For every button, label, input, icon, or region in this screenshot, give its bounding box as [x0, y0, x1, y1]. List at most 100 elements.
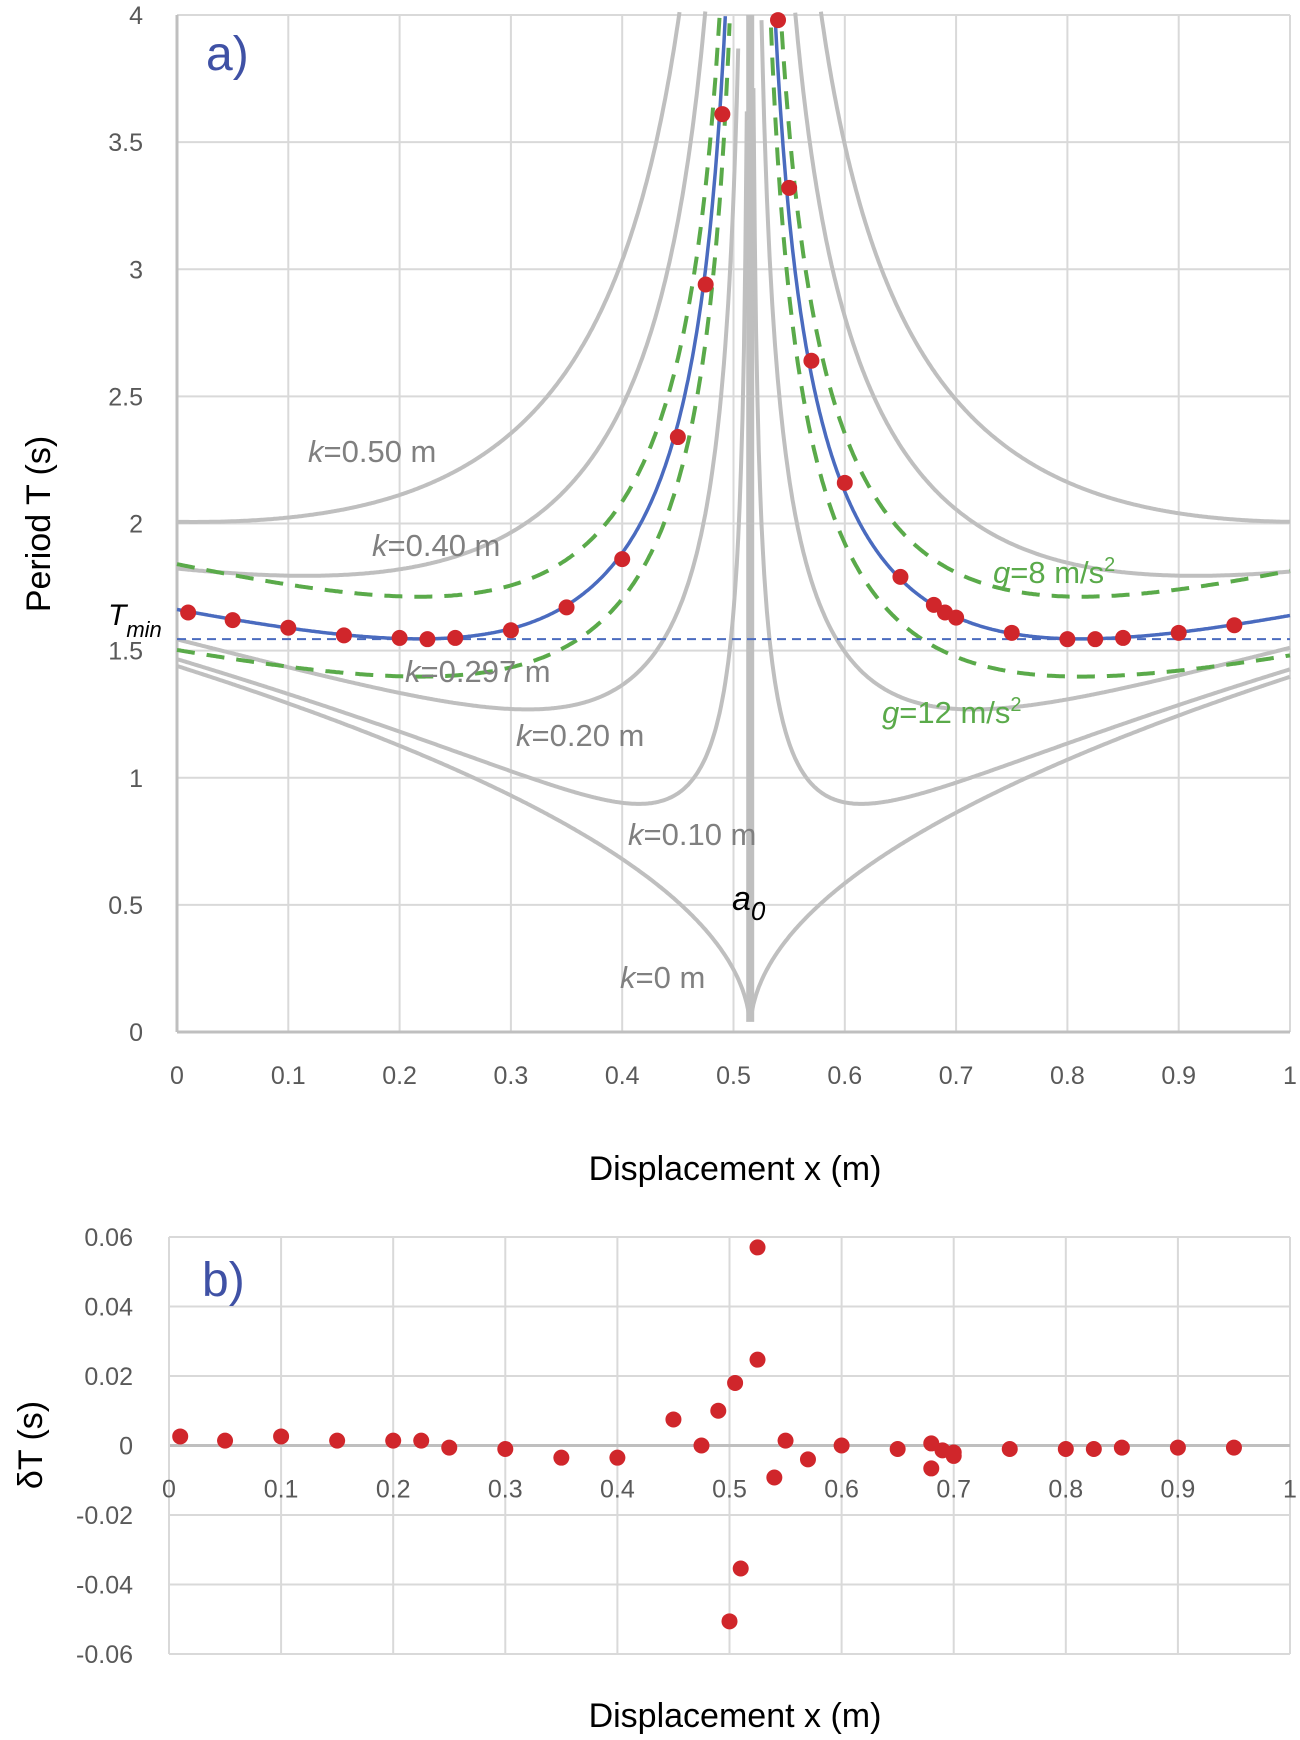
label-k-0.40: k=0.40 m [372, 528, 500, 563]
y-tick-label: -0.06 [76, 1641, 133, 1669]
data-point [727, 1374, 744, 1391]
data-point [558, 599, 575, 616]
data-point [419, 631, 436, 648]
x-tick-label: 0.2 [376, 1476, 411, 1504]
panel-a-x-axis-title: Displacement x (m) [589, 1150, 882, 1188]
data-point [1225, 1439, 1242, 1456]
data-point [172, 1428, 189, 1445]
y-tick-label: 0 [129, 1019, 143, 1047]
y-tick-label: 4 [129, 2, 143, 30]
data-point [391, 629, 408, 646]
tmin-label: Tmin [108, 599, 162, 642]
x-tick-label: 0.4 [600, 1476, 635, 1504]
label-k-fit: k=0.297 m [405, 654, 551, 689]
data-point [329, 1432, 346, 1449]
panel-a-y-axis-title: Period T (s) [20, 436, 58, 612]
data-point [693, 1437, 710, 1454]
data-point [749, 1351, 766, 1368]
data-point [833, 1437, 850, 1454]
data-point [1113, 1439, 1130, 1456]
data-point [217, 1432, 234, 1449]
data-point [497, 1440, 514, 1457]
data-point [799, 1451, 816, 1468]
y-tick-label: 1.5 [108, 638, 143, 666]
x-tick-label: 0.8 [1048, 1476, 1083, 1504]
y-tick-label: -0.04 [76, 1572, 133, 1600]
data-point [669, 429, 686, 446]
data-point [770, 12, 787, 29]
data-point [609, 1449, 626, 1466]
data-point [732, 1560, 749, 1577]
y-tick-label: 2 [129, 511, 143, 539]
data-point [1001, 1440, 1018, 1457]
panel-a-points [180, 12, 1243, 648]
x-tick-label: 0.4 [605, 1062, 640, 1090]
x-tick-label: 0.7 [939, 1062, 974, 1090]
data-point [553, 1449, 570, 1466]
data-point [1085, 1440, 1102, 1457]
data-point [180, 604, 197, 621]
data-point [224, 612, 241, 629]
k-curve-0_5 [176, 11, 1290, 524]
data-point [413, 1432, 430, 1449]
data-point [766, 1469, 783, 1486]
data-point [335, 627, 352, 644]
label-g-8: g=8 m/s2 [993, 554, 1115, 590]
panel-a-label: a) [206, 28, 249, 81]
data-point [945, 1447, 962, 1464]
x-tick-label: 0.5 [712, 1476, 747, 1504]
y-tick-label: 2.5 [108, 383, 143, 411]
label-k-0.50: k=0.50 m [308, 434, 436, 469]
data-point [1115, 629, 1132, 646]
y-tick-label: 3.5 [108, 129, 143, 157]
label-k-0.10: k=0.10 m [628, 817, 756, 852]
data-point [1057, 1440, 1074, 1457]
panel-a-curve-labels: k=0.50 m k=0.40 m k=0.20 m k=0.10 m k=0 m k=0… [108, 434, 1115, 995]
x-tick-label: 0 [162, 1476, 176, 1504]
panel-a-ticks: 0 0.1 0.2 0.3 0.4 0.5 0.6 0.7 0.8 0.9 1 0 0.5 1 1.5 2 2.… [108, 2, 1297, 1090]
data-point [1003, 624, 1020, 641]
panel-a-curves [176, 11, 1291, 1022]
data-point [803, 352, 820, 369]
data-point [614, 551, 631, 568]
x-tick-label: 0.5 [716, 1062, 751, 1090]
data-point [665, 1411, 682, 1428]
label-k-0: k=0 m [620, 960, 705, 995]
y-tick-label: 1 [129, 765, 143, 793]
x-tick-label: 1 [1283, 1062, 1297, 1090]
x-tick-label: 0.2 [382, 1062, 417, 1090]
y-tick-label: 0.06 [84, 1224, 133, 1252]
data-point [777, 1432, 794, 1449]
x-tick-label: 0.1 [264, 1476, 299, 1504]
panel-b: 0 0.1 0.2 0.3 0.4 0.5 0.6 0.7 0.8 0.9 1 -0.06 -0.04 -… [12, 1224, 1297, 1735]
x-tick-label: 0.6 [824, 1476, 859, 1504]
data-point [273, 1428, 290, 1445]
y-tick-label: 0.02 [84, 1363, 133, 1391]
panel-b-label: b) [202, 1254, 245, 1307]
data-point [889, 1440, 906, 1457]
data-point [1226, 617, 1243, 634]
data-point [385, 1432, 402, 1449]
data-point [923, 1460, 940, 1477]
y-tick-label: 0 [119, 1433, 133, 1461]
data-point [1087, 631, 1104, 648]
y-tick-label: 3 [129, 256, 143, 284]
x-tick-label: 0.7 [936, 1476, 971, 1504]
panel-b-ticks: 0 0.1 0.2 0.3 0.4 0.5 0.6 0.7 0.8 0.9 1 -0.06 -0.04 -… [76, 1224, 1297, 1669]
k-curve-0_4 [176, 11, 1291, 578]
data-point [749, 1239, 766, 1256]
data-point [697, 276, 714, 293]
x-tick-label: 0 [170, 1062, 184, 1090]
k-curve-0_1 [176, 88, 1291, 806]
x-tick-label: 0.3 [494, 1062, 529, 1090]
data-point [1059, 631, 1076, 648]
x-tick-label: 0.6 [827, 1062, 862, 1090]
data-point [892, 568, 909, 585]
data-point [1170, 624, 1187, 641]
label-k-0.20: k=0.20 m [516, 718, 644, 753]
x-tick-label: 1 [1283, 1476, 1297, 1504]
panel-a: 0 0.1 0.2 0.3 0.4 0.5 0.6 0.7 0.8 0.9 1 0 0.5 1 1.5 2 2.… [20, 2, 1297, 1188]
x-tick-label: 0.9 [1161, 1476, 1196, 1504]
x-tick-label: 0.1 [271, 1062, 306, 1090]
